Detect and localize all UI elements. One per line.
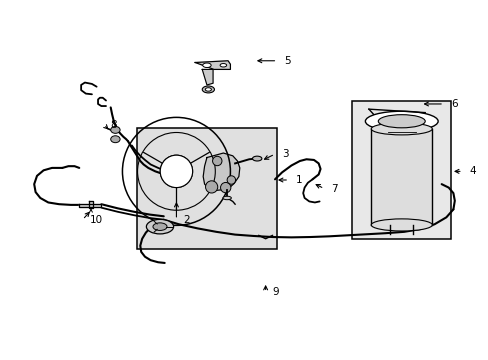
Text: 6: 6 xyxy=(450,99,457,109)
Circle shape xyxy=(110,136,120,143)
Text: 9: 9 xyxy=(272,287,279,297)
Bar xyxy=(370,129,431,225)
Ellipse shape xyxy=(223,196,231,200)
Ellipse shape xyxy=(252,156,262,161)
Ellipse shape xyxy=(220,63,226,67)
Text: 3: 3 xyxy=(282,149,288,159)
Ellipse shape xyxy=(153,223,167,230)
Ellipse shape xyxy=(160,155,192,188)
Ellipse shape xyxy=(203,63,211,68)
Polygon shape xyxy=(203,153,239,190)
Ellipse shape xyxy=(370,123,431,135)
Polygon shape xyxy=(79,203,101,207)
Circle shape xyxy=(110,126,120,133)
Text: 4: 4 xyxy=(469,166,475,176)
Polygon shape xyxy=(195,61,230,69)
Ellipse shape xyxy=(226,176,235,184)
Text: 7: 7 xyxy=(331,184,337,194)
Text: 5: 5 xyxy=(284,56,290,66)
Ellipse shape xyxy=(205,88,211,91)
Ellipse shape xyxy=(365,111,437,131)
Text: 2: 2 xyxy=(183,215,190,225)
Bar xyxy=(352,100,450,239)
Polygon shape xyxy=(88,201,93,208)
Text: 10: 10 xyxy=(89,215,102,225)
Ellipse shape xyxy=(370,219,431,231)
Ellipse shape xyxy=(146,219,173,234)
Text: 8: 8 xyxy=(110,120,117,130)
Text: 1: 1 xyxy=(296,175,302,185)
Polygon shape xyxy=(202,69,213,85)
Ellipse shape xyxy=(378,115,425,128)
Ellipse shape xyxy=(220,183,230,193)
Bar xyxy=(136,128,277,249)
Ellipse shape xyxy=(205,181,217,193)
Ellipse shape xyxy=(212,156,222,166)
Ellipse shape xyxy=(202,86,214,93)
